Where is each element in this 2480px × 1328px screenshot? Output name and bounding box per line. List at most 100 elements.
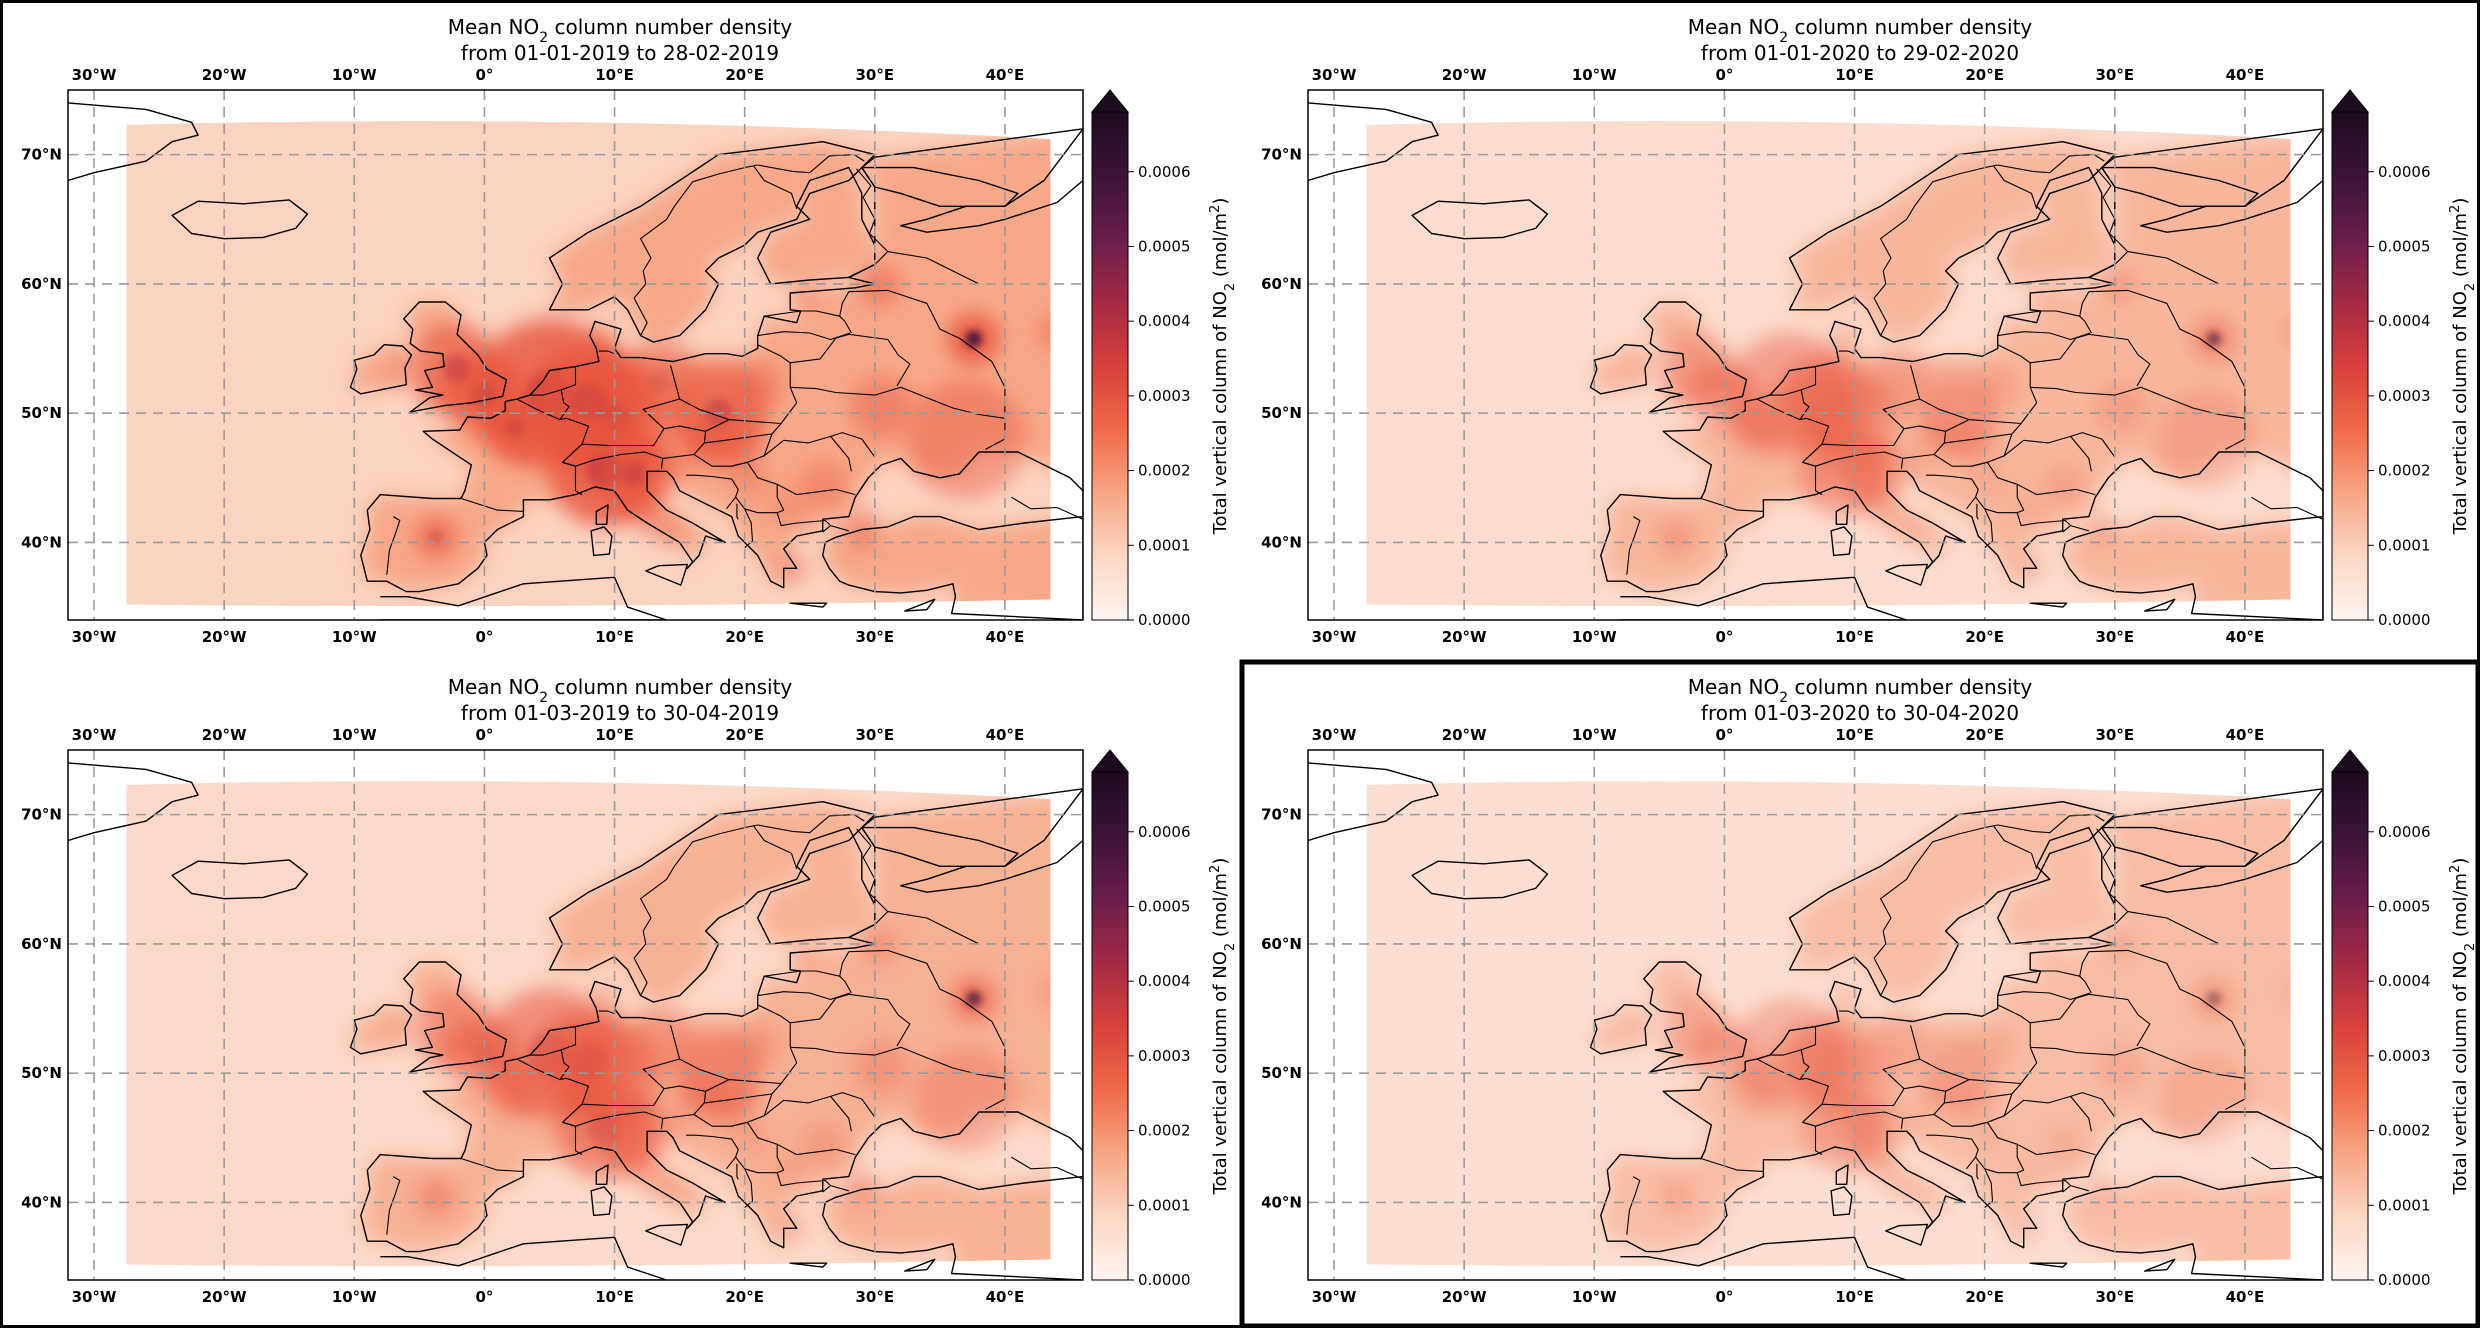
colorbar-tick-label: 0.0003 [2378, 1047, 2431, 1065]
lat-tick: 60°N [21, 275, 62, 293]
lon-tick-top: 30°W [72, 726, 117, 744]
colorbar-label: Total vertical column of NO2 (mol/m2) [1208, 198, 1238, 536]
lon-tick-top: 30°W [72, 66, 117, 84]
colorbar-label: Total vertical column of NO2 (mol/m2) [2448, 858, 2478, 1196]
colorbar-tick-label: 0.0005 [2378, 897, 2431, 915]
lon-tick-bottom: 30°E [2095, 628, 2134, 646]
lat-tick: 70°N [21, 146, 62, 164]
map-axes-frame [67, 749, 1084, 1281]
colorbar-label: Total vertical column of NO2 (mol/m2) [1208, 858, 1238, 1196]
colorbar-label: Total vertical column of NO2 (mol/m2) [2448, 198, 2478, 536]
lon-tick-bottom: 20°E [1965, 1288, 2004, 1306]
lon-tick-top: 0° [1715, 726, 1733, 744]
colorbar-tick-label: 0.0001 [2378, 536, 2431, 554]
coastlines [68, 102, 1083, 620]
map-title: Mean NO2 column number density [1688, 15, 2033, 46]
map-date-range: from 01-03-2019 to 30-04-2019 [461, 701, 779, 725]
lon-tick-top: 40°E [986, 66, 1025, 84]
lon-tick-top: 40°E [2226, 66, 2265, 84]
colorbar-tick-label: 0.0000 [2378, 1271, 2431, 1289]
lon-tick-top: 10°E [595, 726, 634, 744]
lon-tick-top: 20°E [725, 726, 764, 744]
lon-tick-top: 20°W [202, 66, 247, 84]
lat-tick: 50°N [1261, 1064, 1302, 1082]
lat-tick: 60°N [21, 935, 62, 953]
colorbar-tick-label: 0.0006 [1138, 163, 1191, 181]
lon-tick-top: 30°W [1312, 726, 1357, 744]
lon-tick-bottom: 10°W [332, 628, 377, 646]
colorbar-gradient [1091, 111, 1129, 621]
colorbar-tick-label: 0.0004 [1138, 972, 1191, 990]
lon-tick-top: 30°E [855, 66, 894, 84]
colorbar-gradient [2331, 771, 2369, 1281]
lon-tick-top: 0° [1715, 66, 1733, 84]
lon-tick-top: 20°E [725, 66, 764, 84]
lon-tick-top: 0° [475, 726, 493, 744]
colorbar: 0.0006 0.0005 0.0004 0.0003 0.0002 0.0001 0.00… [2330, 89, 2478, 629]
lon-tick-bottom: 30°E [855, 1288, 894, 1306]
map-area [68, 90, 1083, 620]
map-area [1308, 750, 2323, 1280]
lon-tick-top: 10°E [1835, 66, 1874, 84]
colorbar-tick-label: 0.0003 [2378, 387, 2431, 405]
colorbar-tick-label: 0.0006 [2378, 823, 2431, 841]
lon-tick-top: 20°E [1965, 726, 2004, 744]
colorbar-tick-label: 0.0003 [1138, 387, 1191, 405]
colorbar-tick-label: 0.0004 [2378, 972, 2431, 990]
colorbar-tick-label: 0.0002 [2378, 1122, 2431, 1140]
lat-tick: 50°N [21, 404, 62, 422]
lat-tick: 70°N [1261, 806, 1302, 824]
lon-tick-bottom: 20°W [1442, 1288, 1487, 1306]
lon-tick-top: 20°W [1442, 66, 1487, 84]
lon-tick-top: 20°W [1442, 726, 1487, 744]
colorbar-tick-label: 0.0004 [2378, 312, 2431, 330]
colorbar-tick-label: 0.0003 [1138, 1047, 1191, 1065]
lat-tick: 50°N [21, 1064, 62, 1082]
lat-tick: 40°N [1261, 1193, 1302, 1211]
colorbar-tick-label: 0.0002 [2378, 462, 2431, 480]
lon-tick-bottom: 20°E [725, 628, 764, 646]
lon-tick-bottom: 0° [475, 1288, 493, 1306]
colorbar-extend-arrow [2330, 89, 2370, 113]
lon-tick-bottom: 30°W [1312, 628, 1357, 646]
colorbar-tick-label: 0.0006 [2378, 163, 2431, 181]
map-title: Mean NO2 column number density [448, 675, 793, 706]
map-date-range: from 01-01-2019 to 28-02-2019 [461, 41, 779, 65]
lon-tick-bottom: 30°W [72, 1288, 117, 1306]
lat-tick: 40°N [1261, 533, 1302, 551]
lon-tick-bottom: 10°W [332, 1288, 377, 1306]
colorbar-tick-label: 0.0004 [1138, 312, 1191, 330]
lon-tick-top: 10°W [1572, 66, 1617, 84]
map-date-range: from 01-03-2020 to 30-04-2020 [1701, 701, 2019, 725]
colorbar-tick-label: 0.0000 [2378, 611, 2431, 629]
lon-tick-top: 0° [475, 66, 493, 84]
lon-tick-top: 40°E [986, 726, 1025, 744]
lon-tick-bottom: 10°E [1835, 628, 1874, 646]
lon-tick-bottom: 40°E [2226, 1288, 2265, 1306]
colorbar-tick-label: 0.0005 [1138, 897, 1191, 915]
lat-tick: 70°N [21, 806, 62, 824]
lon-tick-bottom: 10°W [1572, 1288, 1617, 1306]
lon-tick-bottom: 10°E [595, 1288, 634, 1306]
lon-tick-top: 40°E [2226, 726, 2265, 744]
colorbar-tick-label: 0.0001 [2378, 1196, 2431, 1214]
colorbar-tick-label: 0.0000 [1138, 1271, 1191, 1289]
colorbar-tick-label: 0.0005 [1138, 237, 1191, 255]
lon-tick-bottom: 40°E [2226, 628, 2265, 646]
colorbar-tick-label: 0.0005 [2378, 237, 2431, 255]
lon-tick-top: 10°E [1835, 726, 1874, 744]
map-area [1308, 90, 2323, 620]
colorbar: 0.0006 0.0005 0.0004 0.0003 0.0002 0.0001 0.00… [2330, 749, 2478, 1289]
lon-tick-bottom: 20°W [1442, 628, 1487, 646]
lon-tick-bottom: 20°E [1965, 628, 2004, 646]
lon-tick-top: 30°W [1312, 66, 1357, 84]
map-title: Mean NO2 column number density [448, 15, 793, 46]
coastlines [68, 762, 1083, 1280]
gridlines [68, 90, 1083, 620]
map-axes-frame [1307, 89, 2324, 621]
lat-tick: 40°N [21, 1193, 62, 1211]
